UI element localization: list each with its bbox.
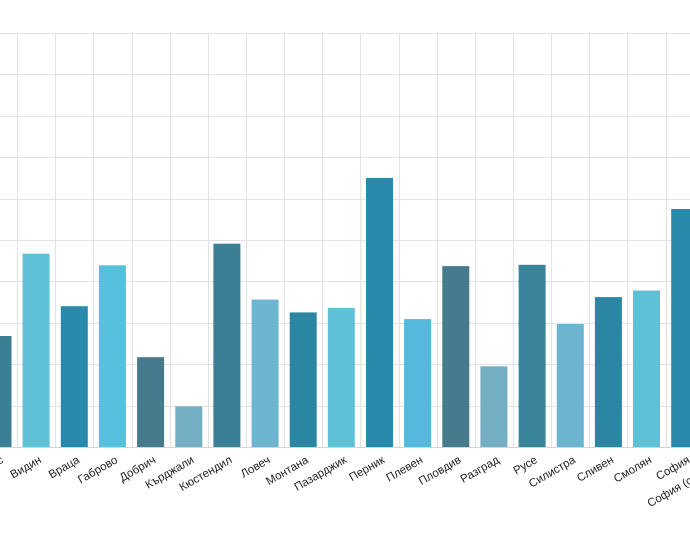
bar-9 — [327, 307, 355, 447]
x-tick-label: Видин — [9, 454, 44, 481]
x-tick-label: Сливен — [575, 454, 616, 484]
x-tick-label: Русе — [512, 454, 540, 477]
bar-14 — [518, 264, 546, 447]
bar-4 — [137, 357, 165, 447]
bar-6 — [213, 243, 241, 447]
bar-18 — [671, 209, 690, 447]
x-tick-label: Габрово — [76, 454, 120, 486]
bar-2 — [60, 306, 88, 447]
bar-15 — [556, 324, 584, 447]
x-tick-label: Разград — [459, 454, 502, 486]
bar-10 — [366, 177, 393, 447]
bars — [0, 177, 690, 447]
x-tick-label: Пловдив — [417, 454, 463, 488]
x-axis-tick-labels: Бургас Видин ВрацаГабровоДобричКърджалиКюс… — [0, 454, 690, 510]
bar-16 — [594, 297, 622, 447]
bar-1 — [22, 253, 50, 447]
bar-17 — [633, 290, 660, 447]
bar-7 — [251, 299, 279, 447]
bar-3 — [98, 265, 126, 447]
bar-0 — [0, 336, 12, 447]
bar-11 — [404, 319, 432, 447]
bar-8 — [289, 312, 317, 447]
bar-13 — [480, 366, 508, 447]
x-tick-label: Смолян — [612, 454, 654, 485]
x-tick-label: Перник — [347, 454, 387, 484]
bar-5 — [175, 406, 203, 447]
x-tick-label: Бургас — [0, 454, 6, 482]
gridlines — [0, 33, 690, 448]
bar-12 — [442, 266, 470, 447]
